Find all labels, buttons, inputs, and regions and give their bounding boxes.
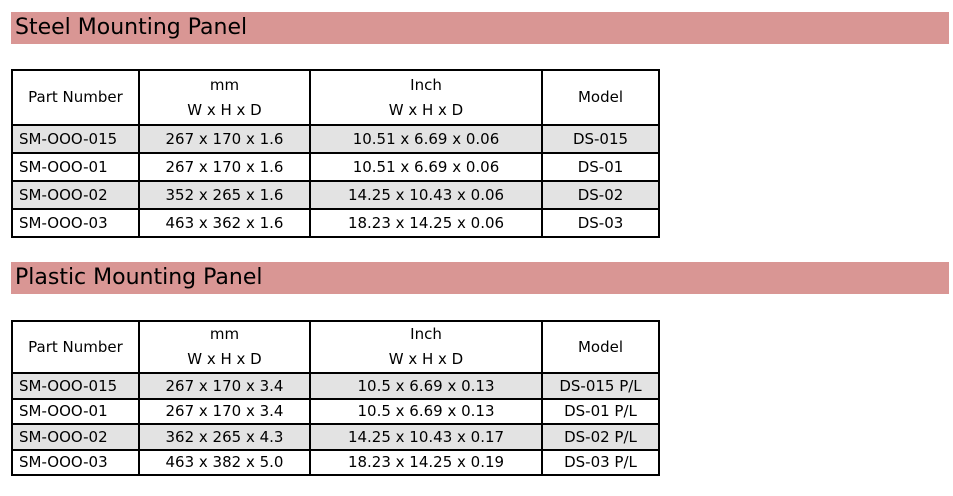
data-row: SM-OOO-015 267 x 170 x 1.6 10.51 x 6.69 x …: [11, 124, 660, 154]
header-cell: Model: [541, 320, 660, 374]
data-row: SM-OOO-03 463 x 362 x 1.6 18.23 x 14.25 x …: [11, 208, 660, 238]
header-text: Part Number: [28, 88, 123, 106]
cell: 10.5 x 6.69 x 0.13: [309, 397, 543, 425]
cell: 362 x 265 x 4.3: [138, 423, 311, 451]
cell: SM-OOO-01: [11, 397, 140, 425]
header-text: Inch: [410, 325, 442, 343]
spec-table: Part Number mm W x H x D Inch W x H x D Model…: [11, 69, 660, 238]
header-text: W x H x D: [388, 350, 464, 368]
cell: 10.5 x 6.69 x 0.13: [309, 372, 543, 400]
data-row: SM-OOO-015 267 x 170 x 3.4 10.5 x 6.69 x 0…: [11, 372, 660, 400]
header-cell: Model: [541, 69, 660, 126]
data-row: SM-OOO-01 267 x 170 x 1.6 10.51 x 6.69 x 0…: [11, 152, 660, 182]
header-text: Part Number: [28, 337, 123, 356]
header-text: W x H x D: [187, 100, 262, 119]
header-text: W x H x D: [187, 350, 262, 368]
cell: 10.51 x 6.69 x 0.06: [309, 124, 543, 154]
cell: DS-03 P/L: [541, 448, 660, 476]
header-cell: Inch W x H x D: [309, 69, 543, 126]
cell: 352 x 265 x 1.6: [138, 180, 311, 210]
cell: DS-015: [541, 124, 660, 154]
cell: DS-02: [541, 180, 660, 210]
cell: 18.23 x 14.25 x 0.19: [309, 448, 543, 476]
header-text: W x H x D: [388, 100, 464, 119]
cell: SM-OOO-01: [11, 152, 140, 182]
cell: SM-OOO-015: [11, 372, 140, 400]
header-cell: mm W x H x D: [138, 69, 311, 126]
cell: 10.51 x 6.69 x 0.06: [309, 152, 543, 182]
cell: DS-01: [541, 152, 660, 182]
cell: 267 x 170 x 1.6: [138, 124, 311, 154]
header-cell: Part Number: [11, 69, 140, 126]
header-text: mm: [209, 75, 240, 94]
cell: DS-015 P/L: [541, 372, 660, 400]
header-row: Part Number mm W x H x D Inch W x H x D Model: [11, 69, 660, 126]
cell: 267 x 170 x 3.4: [138, 397, 311, 425]
cell: 14.25 x 10.43 x 0.17: [309, 423, 543, 451]
cell: SM-OOO-03: [11, 208, 140, 238]
cell: SM-OOO-03: [11, 448, 140, 476]
cell: SM-OOO-02: [11, 180, 140, 210]
cell: DS-03: [541, 208, 660, 238]
section-title: Plastic Mounting Panel: [11, 262, 949, 294]
data-row: SM-OOO-02 362 x 265 x 4.3 14.25 x 10.43 x …: [11, 423, 660, 451]
header-text: Model: [577, 337, 624, 356]
header-text: mm: [209, 325, 240, 343]
cell: DS-01 P/L: [541, 397, 660, 425]
section-title: Steel Mounting Panel: [11, 12, 949, 44]
spec-table: Part Number mm W x H x D Inch W x H x D Model…: [11, 320, 660, 476]
header-cell: Part Number: [11, 320, 140, 374]
cell: DS-02 P/L: [541, 423, 660, 451]
cell: 267 x 170 x 3.4: [138, 372, 311, 400]
header-text: Model: [577, 88, 624, 106]
cell: 267 x 170 x 1.6: [138, 152, 311, 182]
data-row: SM-OOO-02 352 x 265 x 1.6 14.25 x 10.43 x …: [11, 180, 660, 210]
header-cell: mm W x H x D: [138, 320, 311, 374]
data-row: SM-OOO-01 267 x 170 x 3.4 10.5 x 6.69 x 0.…: [11, 397, 660, 425]
cell: 463 x 382 x 5.0: [138, 448, 311, 476]
header-text: Inch: [410, 75, 442, 94]
data-row: SM-OOO-03 463 x 382 x 5.0 18.23 x 14.25 x …: [11, 448, 660, 476]
cell: 18.23 x 14.25 x 0.06: [309, 208, 543, 238]
header-cell: Inch W x H x D: [309, 320, 543, 374]
cell: SM-OOO-015: [11, 124, 140, 154]
cell: SM-OOO-02: [11, 423, 140, 451]
cell: 463 x 362 x 1.6: [138, 208, 311, 238]
header-row: Part Number mm W x H x D Inch W x H x D Model: [11, 320, 660, 374]
cell: 14.25 x 10.43 x 0.06: [309, 180, 543, 210]
